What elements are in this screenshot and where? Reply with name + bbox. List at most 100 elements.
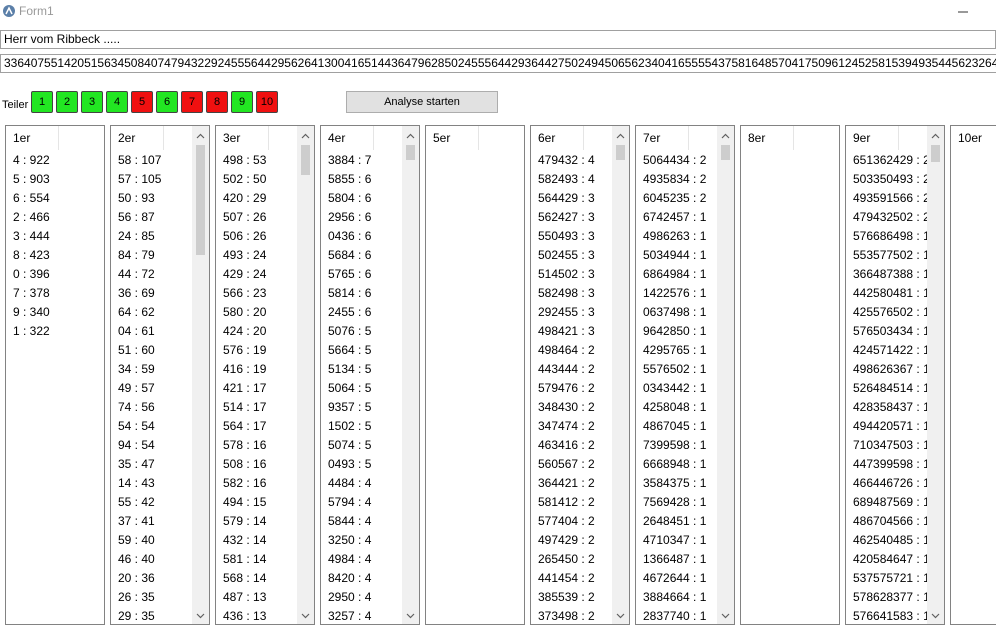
list-item: 373498 : 2 (538, 609, 595, 623)
list-view[interactable]: 2er 58 : 107 57 : 105 50 : 93 56 : 87 24 : 85… (110, 125, 210, 625)
list-view[interactable]: 4er 3884 : 7 5855 : 6 5804 : 6 2956 : 6 0436 … (320, 125, 420, 625)
scroll-arrow[interactable] (192, 607, 209, 624)
list-item: 443444 : 2 (538, 362, 595, 376)
scrollbar[interactable] (612, 126, 629, 624)
list-item: 3884664 : 1 (643, 590, 707, 604)
scroll-thumb[interactable] (406, 145, 415, 160)
list-view[interactable]: 9er 651362429 : 2 503350493 : 2 493591566 :… (845, 125, 945, 625)
list-item: 564 : 17 (223, 419, 267, 433)
scroll-arrow[interactable] (402, 128, 419, 145)
list-item: 1366487 : 1 (643, 552, 707, 566)
column-header: 5er (433, 131, 451, 145)
scroll-arrow[interactable] (612, 607, 629, 624)
scroll-arrow[interactable] (297, 128, 314, 145)
scrollbar[interactable] (402, 126, 419, 624)
teiler-button[interactable]: 3 (81, 91, 103, 113)
list-item: 6742457 : 1 (643, 210, 707, 224)
list-item: 74 : 56 (118, 400, 155, 414)
scroll-arrow[interactable] (297, 607, 314, 624)
scroll-arrow[interactable] (717, 128, 734, 145)
teiler-button[interactable]: 5 (131, 91, 153, 113)
column-header: 2er (118, 131, 136, 145)
scrollbar[interactable] (717, 126, 734, 624)
header-divider (898, 126, 899, 150)
list-item: 5814 : 6 (328, 286, 372, 300)
scroll-arrow[interactable] (192, 128, 209, 145)
scroll-thumb[interactable] (196, 145, 205, 255)
list-item: 366487388 : 1 (853, 267, 930, 281)
teiler-button[interactable]: 2 (56, 91, 78, 113)
list-item: 24 : 85 (118, 229, 155, 243)
list-item: 3 : 444 (13, 229, 50, 243)
list-item: 94 : 54 (118, 438, 155, 452)
scrollbar[interactable] (927, 126, 944, 624)
teiler-button[interactable]: 4 (106, 91, 128, 113)
list-item: 5664 : 5 (328, 343, 372, 357)
list-item: 514 : 17 (223, 400, 267, 414)
list-item: 5855 : 6 (328, 172, 372, 186)
list-item: 576686498 : 1 (853, 229, 930, 243)
scroll-arrow[interactable] (612, 128, 629, 145)
list-view[interactable]: 6er 479432 : 4 582493 : 4 564429 : 3 562427 … (530, 125, 630, 625)
header-divider (163, 126, 164, 150)
list-item: 54 : 54 (118, 419, 155, 433)
scroll-arrow[interactable] (402, 607, 419, 624)
list-item: 0493 : 5 (328, 457, 372, 471)
teiler-button[interactable]: 9 (231, 91, 253, 113)
teiler-label: Teiler (2, 99, 29, 111)
list-item: 498421 : 3 (538, 324, 595, 338)
list-item: 5134 : 5 (328, 362, 372, 376)
column-header: 4er (328, 131, 346, 145)
list-item: 37 : 41 (118, 514, 155, 528)
list-item: 2 : 466 (13, 210, 50, 224)
header-divider (688, 126, 689, 150)
list-view[interactable]: 5er (425, 125, 525, 625)
scrollbar[interactable] (192, 126, 209, 624)
digits-input[interactable]: 3364075514205156345084074794322924555644… (0, 54, 996, 73)
list-view[interactable]: 7er 5064434 : 2 4935834 : 2 6045235 : 2 6742… (635, 125, 735, 625)
list-item: 493591566 : 2 (853, 191, 930, 205)
list-item: 1502 : 5 (328, 419, 372, 433)
list-item: 29 : 35 (118, 609, 155, 623)
scroll-arrow[interactable] (927, 128, 944, 145)
list-item: 579 : 14 (223, 514, 267, 528)
teiler-button[interactable]: 1 (31, 91, 53, 113)
analyse-button[interactable]: Analyse starten (346, 91, 498, 113)
list-view[interactable]: 8er (740, 125, 840, 625)
list-item: 506 : 26 (223, 229, 267, 243)
scroll-thumb[interactable] (301, 145, 310, 175)
teiler-button[interactable]: 7 (181, 91, 203, 113)
scroll-thumb[interactable] (616, 145, 625, 160)
list-item: 4295765 : 1 (643, 343, 707, 357)
minimize-button[interactable] (955, 6, 971, 16)
teiler-button[interactable]: 10 (256, 91, 278, 113)
list-item: 486704566 : 1 (853, 514, 930, 528)
scrollbar[interactable] (297, 126, 314, 624)
list-item: 364421 : 2 (538, 476, 595, 490)
scroll-arrow[interactable] (927, 607, 944, 624)
list-item: 50 : 93 (118, 191, 155, 205)
list-item: 441454 : 2 (538, 571, 595, 585)
list-item: 550493 : 3 (538, 229, 595, 243)
list-item: 424571422 : 1 (853, 343, 930, 357)
window-title: Form1 (19, 4, 54, 18)
list-item: 84 : 79 (118, 248, 155, 262)
list-item: 651362429 : 2 (853, 153, 930, 167)
list-item: 348430 : 2 (538, 400, 595, 414)
scroll-arrow[interactable] (717, 607, 734, 624)
teiler-button[interactable]: 6 (156, 91, 178, 113)
teiler-button[interactable]: 8 (206, 91, 228, 113)
scroll-thumb[interactable] (931, 145, 940, 162)
list-view[interactable]: 1er 4 : 922 5 : 903 6 : 554 2 : 466 3 : 444 8 … (5, 125, 105, 625)
list-item: 57 : 105 (118, 172, 162, 186)
list-item: 20 : 36 (118, 571, 155, 585)
list-item: 1422576 : 1 (643, 286, 707, 300)
list-item: 580 : 20 (223, 305, 267, 319)
poem-input[interactable]: Herr vom Ribbeck ..... (0, 30, 996, 49)
list-item: 582493 : 4 (538, 172, 595, 186)
list-item: 479432502 : 2 (853, 210, 930, 224)
list-item: 494420571 : 1 (853, 419, 930, 433)
scroll-thumb[interactable] (721, 145, 730, 160)
list-view[interactable]: 3er 498 : 53 502 : 50 420 : 29 507 : 26 506 :… (215, 125, 315, 625)
list-view[interactable]: 10er (950, 125, 996, 625)
